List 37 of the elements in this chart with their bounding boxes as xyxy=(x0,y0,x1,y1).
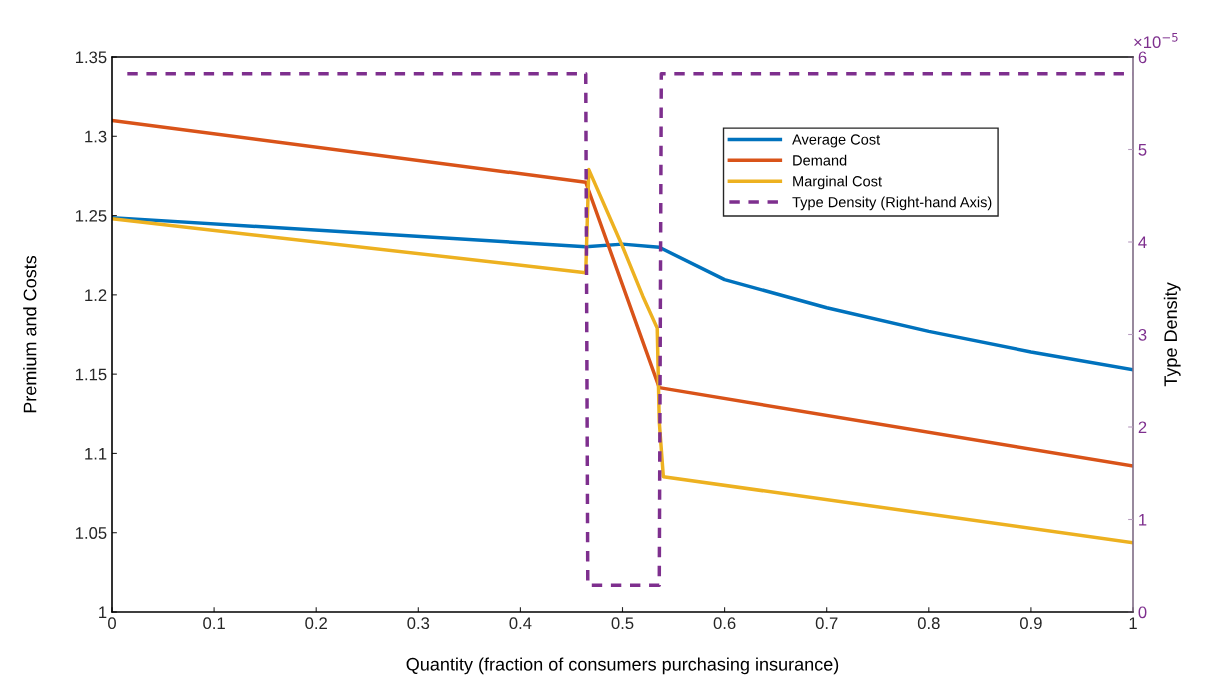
x-tick-label: 0.3 xyxy=(407,617,430,630)
y-axis-title: Premium and Costs xyxy=(23,255,37,413)
text: ×10$^{−5}$ xyxy=(1134,32,1178,49)
y-tick-label: 1.05 xyxy=(75,527,107,539)
x-tick-label: 0 xyxy=(108,617,116,630)
y2-tick-label: 3 xyxy=(1138,328,1147,341)
y2-tick-label: 6 xyxy=(1138,51,1147,64)
x-tick-label: 0.9 xyxy=(1019,617,1042,630)
x-tick-label: 0.6 xyxy=(713,617,736,630)
x-tick-label: 1 xyxy=(1129,617,1137,629)
y-tick-label: 1.15 xyxy=(75,368,107,381)
y2-tick-label: 4 xyxy=(1138,236,1147,249)
x-tick-label: 0.7 xyxy=(815,617,838,630)
y-tick-label: 1 xyxy=(99,606,107,619)
y2-tick-label: 2 xyxy=(1138,421,1147,434)
line-series xyxy=(112,118,1133,468)
line-series xyxy=(112,215,1133,372)
y2-tick-label: 5 xyxy=(1138,144,1147,156)
x-tick-label: 0.4 xyxy=(509,617,532,630)
legend-label: Average Cost xyxy=(792,134,881,148)
y-tick-label: 1.25 xyxy=(75,209,107,222)
line-series xyxy=(112,167,1133,545)
x-axis-title: Quantity (fraction of consumers purchasing insurance) xyxy=(406,657,839,675)
legend-label: Marginal Cost xyxy=(793,175,882,190)
x-tick-label: 0.5 xyxy=(611,617,634,630)
legend-label: Demand xyxy=(793,154,847,166)
y-tick-label: 1.2 xyxy=(85,289,107,301)
legend-label: Type Density (Right-hand Axis) xyxy=(792,196,992,211)
y2-tick-label: 0 xyxy=(1138,606,1147,619)
x-tick-label: 0.2 xyxy=(305,617,327,630)
y-tick-label: 1.35 xyxy=(75,51,107,64)
x-tick-label: 0.1 xyxy=(203,617,225,630)
y-tick-label: 1.1 xyxy=(85,448,107,460)
y2-tick-label: 1 xyxy=(1139,514,1147,526)
y2-axis-title: Type Density xyxy=(1163,282,1181,387)
y-tick-label: 1.3 xyxy=(85,130,107,143)
x-tick-label: 0.8 xyxy=(917,617,940,630)
